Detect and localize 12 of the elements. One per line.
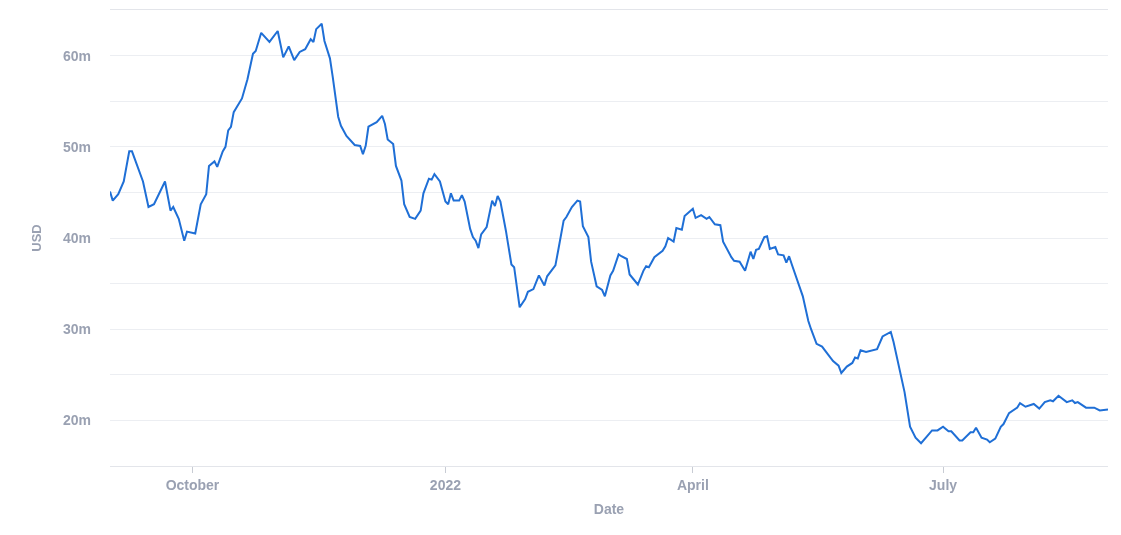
line-series (110, 22, 1108, 445)
y-tick-label: 40m (62, 229, 91, 246)
y-axis-title: USD (28, 224, 44, 252)
x-tick-label: April (676, 476, 709, 493)
y-tick-label: 30m (62, 321, 91, 338)
x-tick-label: July (929, 476, 958, 493)
y-tick-label: 50m (62, 138, 91, 155)
x-tick-label: 2022 (429, 476, 462, 493)
y-tick-label: 60m (62, 47, 91, 64)
x-axis-title: Date (593, 501, 625, 518)
y-tick-label: 20m (62, 412, 91, 429)
x-tick-label: October (165, 476, 220, 493)
